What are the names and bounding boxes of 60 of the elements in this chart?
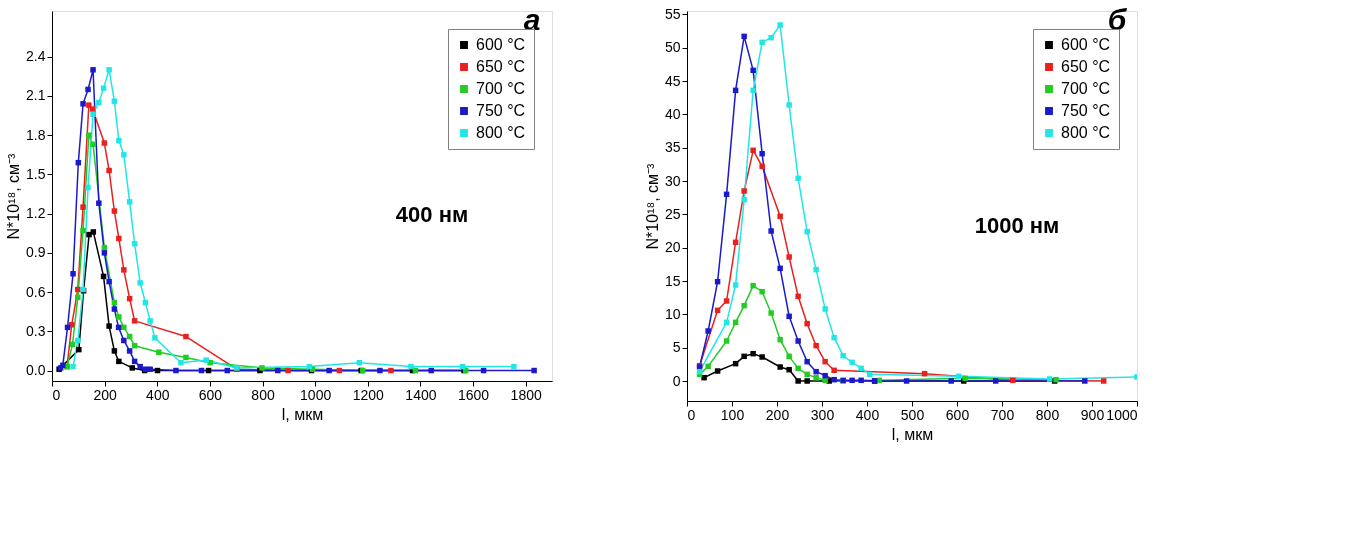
x-axis-title: l, мкм <box>891 425 934 443</box>
x-tick-label: 1000 <box>300 386 332 403</box>
y-tick-label: 55 <box>664 5 681 22</box>
legend-label: 800 °C <box>1061 124 1111 141</box>
y-tick-label: 0.3 <box>26 322 46 339</box>
x-tick-label: 0 <box>687 406 696 423</box>
x-tick-label: 200 <box>93 386 118 403</box>
y-tick-label: 5 <box>672 339 681 356</box>
legend-label: 650 °C <box>1061 58 1111 75</box>
annotation: 1000 нм <box>974 212 1060 238</box>
y-tick-label: 2.1 <box>26 87 46 104</box>
legend-label: 700 °C <box>1061 80 1111 97</box>
y-tick-label: 0.6 <box>26 283 46 300</box>
x-tick-label: 1200 <box>352 386 385 403</box>
y-tick-label: 15 <box>664 272 681 289</box>
annotation: а <box>523 3 541 36</box>
y-axis-title: N*10¹⁸, см⁻³ <box>5 152 23 240</box>
annotation: б <box>1107 3 1128 36</box>
x-tick-label: 500 <box>900 406 925 423</box>
x-tick-label: 100 <box>720 406 745 423</box>
x-axis-title: l, мкм <box>281 405 324 423</box>
y-tick-label: 30 <box>664 172 681 189</box>
x-tick-label: 800 <box>1035 406 1060 423</box>
y-tick-label: 45 <box>664 72 681 89</box>
x-tick-label: 300 <box>810 406 835 423</box>
legend-label: 600 °C <box>476 36 526 53</box>
legend-label: 750 °C <box>476 102 526 119</box>
x-tick-label: 1400 <box>405 386 437 403</box>
y-tick-label: 20 <box>664 239 681 256</box>
y-axis-title: N*10¹⁸, см⁻³ <box>643 162 661 250</box>
legend-label: 600 °C <box>1061 36 1111 53</box>
legend-label: 750 °C <box>1061 102 1111 119</box>
y-tick-label: 1.8 <box>26 126 46 143</box>
x-tick-label: 900 <box>1080 406 1105 423</box>
y-tick-label: 0.9 <box>26 244 46 261</box>
legend-label: 700 °C <box>476 80 526 97</box>
x-tick-label: 400 <box>146 386 170 403</box>
x-tick-label: 200 <box>765 406 790 423</box>
y-tick-label: 10 <box>664 305 681 322</box>
legend-label: 800 °C <box>476 124 526 141</box>
y-tick-label: 40 <box>664 105 681 122</box>
x-tick-label: 600 <box>945 406 970 423</box>
legend-label: 650 °C <box>476 58 526 75</box>
x-tick-label: 700 <box>990 406 1015 423</box>
annotation: 400 нм <box>395 201 469 227</box>
y-tick-label: 25 <box>664 205 681 222</box>
y-tick-label: 0 <box>672 372 681 389</box>
y-tick-label: 1.5 <box>26 165 46 182</box>
x-tick-label: 800 <box>251 386 275 403</box>
y-tick-label: 35 <box>664 139 681 156</box>
x-tick-label: 0 <box>52 386 61 403</box>
x-tick-label: 1000 <box>1106 406 1138 423</box>
x-tick-label: 600 <box>198 386 223 403</box>
y-tick-label: 1.2 <box>26 205 46 222</box>
y-tick-label: 2.4 <box>26 48 46 65</box>
x-tick-label: 1600 <box>457 386 490 403</box>
x-tick-label: 400 <box>855 406 880 423</box>
x-tick-label: 1800 <box>510 386 542 403</box>
y-tick-label: 0.0 <box>26 362 46 379</box>
y-tick-label: 50 <box>664 39 681 56</box>
